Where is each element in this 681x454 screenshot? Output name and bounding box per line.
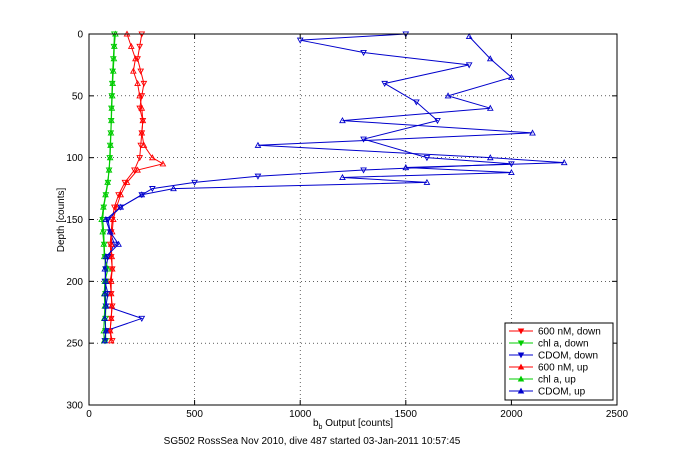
y-axis-label: Depth [counts] (56, 188, 67, 253)
y-tick-label: 300 (66, 401, 83, 412)
x-tick-label: 2000 (500, 409, 523, 420)
y-tick-label: 200 (66, 277, 83, 288)
y-tick-label: 250 (66, 339, 83, 350)
legend-label: CDOM, up (538, 387, 586, 398)
figure-caption: SG502 RossSea Nov 2010, dive 487 started… (164, 436, 461, 447)
legend-label: chl a, down (538, 339, 589, 350)
x-axis-label-rest: Output [counts] (322, 418, 393, 429)
legend-label: 600 nM, down (538, 327, 601, 338)
y-tick-label: 150 (66, 215, 83, 226)
y-tick-label: 50 (72, 91, 84, 102)
legend-label: 600 nM, up (538, 363, 588, 374)
x-tick-label: 0 (86, 409, 92, 420)
legend-label: chl a, up (538, 375, 576, 386)
y-tick-label: 0 (77, 30, 83, 41)
chart-figure: 0 500 1000 1500 2000 2500050100150200250300 b… (0, 0, 681, 454)
x-tick-label: 1000 (289, 409, 312, 420)
legend-label: CDOM, down (538, 351, 598, 362)
x-tick-label: 500 (186, 409, 203, 420)
y-tick-label: 100 (66, 153, 83, 164)
x-tick-label: 1500 (395, 409, 418, 420)
x-tick-label: 2500 (606, 409, 629, 420)
